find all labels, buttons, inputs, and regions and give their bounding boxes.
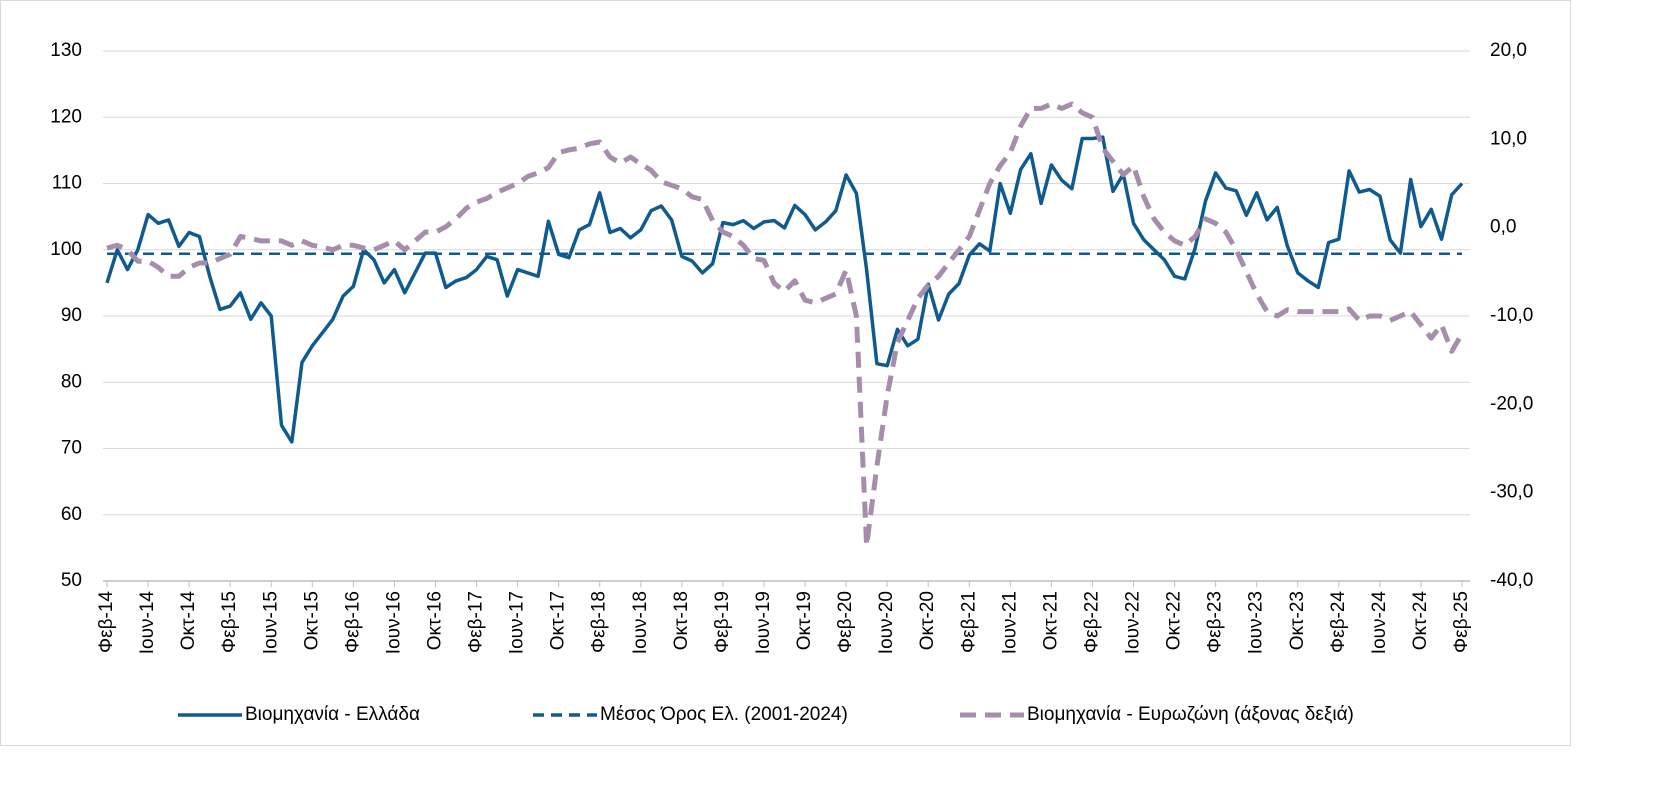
y-tick-label: 60 xyxy=(61,504,82,525)
x-tick-label: Οκτ-16 xyxy=(425,591,446,650)
y2-tick-label: 10,0 xyxy=(1490,128,1527,149)
x-tick-label: Φεβ-23 xyxy=(1205,591,1226,653)
x-tick-label: Φεβ-22 xyxy=(1081,591,1102,653)
x-tick-label: Ιουν-19 xyxy=(753,591,774,654)
x-tick-label: Ιουν-20 xyxy=(876,591,897,654)
y-tick-label: 70 xyxy=(61,438,82,459)
y-tick-label: 120 xyxy=(50,106,82,127)
series-line xyxy=(106,101,1465,549)
x-tick-label: Ιουν-15 xyxy=(260,591,281,654)
x-tick-label: Οκτ-18 xyxy=(671,591,692,650)
x-tick-label: Φεβ-15 xyxy=(219,591,240,653)
x-tick-label: Φεβ-24 xyxy=(1328,591,1349,653)
y2-tick-label: -10,0 xyxy=(1490,305,1533,326)
x-tick-label: Οκτ-23 xyxy=(1287,591,1308,650)
x-tick-label: Φεβ-18 xyxy=(589,591,610,653)
x-tick-label: Ιουν-14 xyxy=(137,591,158,655)
x-tick-label: Φεβ-17 xyxy=(466,591,487,653)
y-tick-label: 130 xyxy=(50,40,82,61)
x-tick-label: Ιουν-16 xyxy=(383,591,404,654)
legend-label: Μέσος Όρος Ελ. (2001-2024) xyxy=(600,704,848,725)
x-tick-label: Οκτ-24 xyxy=(1410,591,1431,651)
x-tick-label: Φεβ-25 xyxy=(1451,591,1472,653)
y2-tick-label: 0,0 xyxy=(1490,217,1516,238)
legend-label: Βιομηχανία - Ελλάδα xyxy=(245,704,420,725)
legend-label: Βιομηχανία - Ευρωζώνη (άξονας δεξιά) xyxy=(1027,704,1354,725)
x-tick-label: Οκτ-14 xyxy=(178,591,199,651)
y-tick-label: 50 xyxy=(61,570,82,591)
x-tick-label: Οκτ-22 xyxy=(1164,591,1185,650)
x-tick-label: Ιουν-17 xyxy=(507,591,528,654)
x-tick-label: Ιουν-18 xyxy=(630,591,651,654)
x-tick-label: Οκτ-21 xyxy=(1040,591,1061,650)
x-tick-label: Οκτ-20 xyxy=(917,591,938,650)
x-tick-label: Φεβ-20 xyxy=(835,591,856,653)
x-tick-label: Φεβ-16 xyxy=(342,591,363,653)
chart-frame xyxy=(0,0,1571,746)
x-tick-label: Οκτ-17 xyxy=(548,591,569,650)
x-tick-label: Ιουν-24 xyxy=(1369,591,1390,655)
x-tick-label: Ιουν-22 xyxy=(1123,591,1144,654)
y-tick-label: 100 xyxy=(50,239,82,260)
series-line xyxy=(105,135,1464,444)
x-tick-label: Ιουν-23 xyxy=(1246,591,1267,654)
x-tick-label: Φεβ-19 xyxy=(712,591,733,653)
x-tick-label: Φεβ-21 xyxy=(958,591,979,653)
y-tick-label: 110 xyxy=(52,173,82,194)
y2-tick-label: 20,0 xyxy=(1490,40,1527,61)
y2-tick-label: -30,0 xyxy=(1490,482,1533,503)
y-tick-label: 90 xyxy=(61,305,82,326)
x-tick-label: Ιουν-21 xyxy=(999,591,1020,654)
x-tick-label: Οκτ-15 xyxy=(301,591,322,650)
x-tick-label: Φεβ-14 xyxy=(96,591,117,653)
y-tick-label: 80 xyxy=(61,371,82,392)
x-tick-label: Οκτ-19 xyxy=(794,591,815,650)
y2-tick-label: -40,0 xyxy=(1490,570,1533,591)
y2-tick-label: -20,0 xyxy=(1490,393,1533,414)
